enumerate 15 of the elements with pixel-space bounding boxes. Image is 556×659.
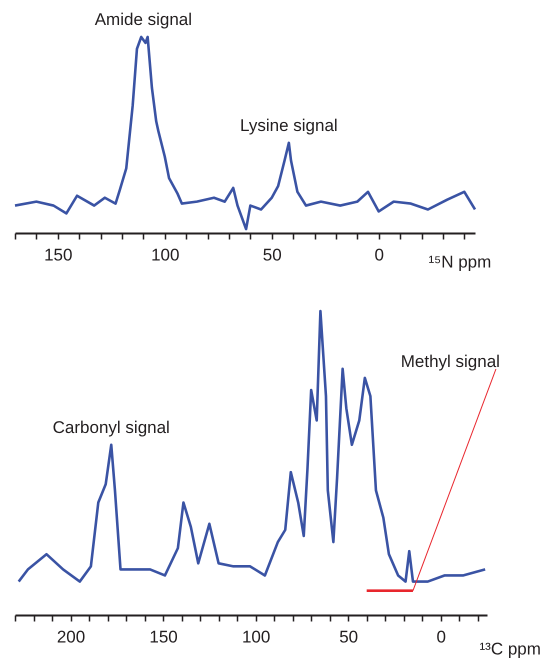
x-tick-label: 150 — [44, 246, 72, 264]
x-tick-label: 100 — [242, 628, 270, 646]
x-tick-label: 0 — [374, 246, 384, 264]
x-tick-label: 150 — [149, 628, 178, 646]
x-axis-title: ¹⁵N ppm — [428, 252, 492, 272]
x-axis-title: ¹³C ppm — [480, 640, 541, 658]
x-tick-label: 100 — [151, 246, 180, 264]
annotation: Amide signal — [94, 10, 192, 29]
x-tick-label: 50 — [339, 628, 358, 646]
annotation: Lysine signal — [240, 116, 338, 135]
x-tick-label: 200 — [56, 628, 86, 646]
annotation: Carbonyl signal — [52, 418, 170, 437]
annotation: Methyl signal — [400, 352, 500, 371]
x-tick-label: 0 — [436, 628, 446, 646]
x-tick-label: 50 — [262, 246, 282, 264]
